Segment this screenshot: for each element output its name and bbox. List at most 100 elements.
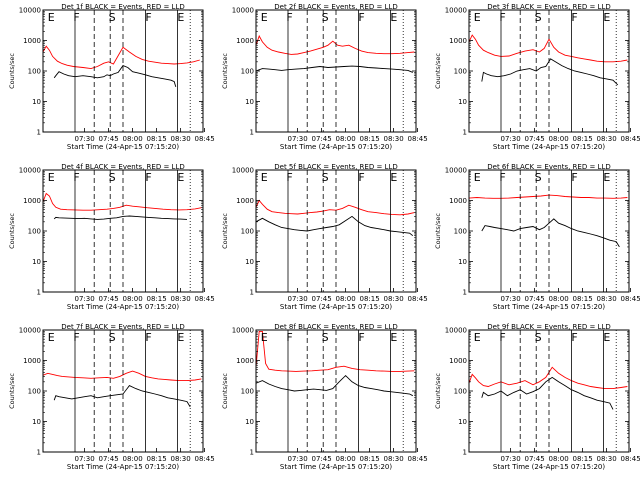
y-tick-label: 100: [454, 388, 467, 396]
lld-rate-line: [43, 45, 200, 70]
phase-marker: E: [474, 331, 481, 344]
y-tick-label: 1: [250, 449, 254, 457]
y-axis-label: Counts/sec: [221, 213, 229, 249]
phase-marker: E: [177, 331, 184, 344]
x-tick-label: 07:45: [525, 455, 545, 463]
phase-marker: E: [177, 11, 184, 24]
phase-marker: F: [286, 171, 292, 184]
y-tick-label: 10000: [445, 327, 467, 335]
y-tick-label: 10: [32, 418, 41, 426]
x-tick-label: 08:30: [597, 135, 617, 143]
phase-marker: E: [603, 171, 610, 184]
x-tick-label: 07:45: [312, 295, 332, 303]
x-tick-label: 08:45: [408, 455, 428, 463]
x-tick-label: 07:45: [312, 135, 332, 143]
phase-marker: E: [261, 331, 268, 344]
y-tick-label: 10000: [232, 327, 254, 335]
y-tick-label: 1000: [23, 37, 41, 45]
phase-marker: F: [358, 11, 364, 24]
y-tick-label: 1000: [449, 357, 467, 365]
x-tick-label: 08:30: [384, 455, 404, 463]
event-rate-line: [481, 376, 614, 410]
x-axis-label: Start Time (24-Apr-15 07:15:20): [67, 303, 179, 311]
y-axis-label: Counts/sec: [434, 53, 442, 89]
y-tick-label: 10: [32, 258, 41, 266]
phase-marker: F: [73, 11, 79, 24]
x-tick-label: 07:45: [99, 135, 119, 143]
x-tick-label: 07:45: [525, 135, 545, 143]
y-axis-label: Counts/sec: [434, 373, 442, 409]
phase-marker: F: [358, 331, 364, 344]
phase-marker: S: [322, 171, 329, 184]
chart-title: Det 6f BLACK = Events, RED = LLD: [487, 163, 610, 171]
chart-title: Det 7f BLACK = Events, RED = LLD: [61, 323, 184, 331]
x-tick-label: 07:30: [288, 135, 308, 143]
x-tick-label: 08:30: [597, 455, 617, 463]
y-tick-label: 1000: [236, 197, 254, 205]
x-tick-label: 08:15: [573, 455, 593, 463]
y-tick-label: 100: [28, 68, 41, 76]
phase-marker: F: [499, 171, 505, 184]
x-tick-label: 07:30: [75, 135, 95, 143]
phase-marker: F: [571, 331, 577, 344]
phase-marker: E: [603, 331, 610, 344]
phase-marker: F: [499, 11, 505, 24]
x-tick-label: 08:15: [147, 135, 167, 143]
y-tick-label: 10: [458, 418, 467, 426]
x-tick-label: 07:45: [312, 455, 332, 463]
phase-marker: E: [261, 171, 268, 184]
x-tick-label: 08:00: [336, 135, 356, 143]
x-tick-label: 08:00: [549, 295, 569, 303]
phase-marker: E: [390, 331, 397, 344]
y-tick-label: 10000: [19, 167, 41, 175]
phase-marker: F: [145, 171, 151, 184]
y-tick-label: 1000: [449, 37, 467, 45]
y-axis-label: Counts/sec: [8, 213, 16, 249]
x-axis-label: Start Time (24-Apr-15 07:15:20): [493, 143, 605, 151]
x-tick-label: 08:00: [123, 135, 143, 143]
phase-marker: F: [286, 11, 292, 24]
phase-marker: E: [390, 171, 397, 184]
phase-marker: F: [571, 11, 577, 24]
y-tick-label: 10000: [232, 7, 254, 15]
y-tick-label: 10000: [232, 167, 254, 175]
lld-rate-line: [469, 34, 628, 63]
x-tick-label: 07:30: [75, 295, 95, 303]
y-axis-label: Counts/sec: [8, 53, 16, 89]
x-tick-label: 07:45: [99, 295, 119, 303]
phase-marker: F: [499, 331, 505, 344]
x-tick-label: 08:15: [147, 295, 167, 303]
y-tick-label: 10000: [19, 7, 41, 15]
y-tick-label: 10: [32, 98, 41, 106]
x-tick-label: 08:45: [195, 295, 215, 303]
phase-marker: F: [358, 171, 364, 184]
y-tick-label: 1000: [236, 357, 254, 365]
x-tick-label: 08:30: [171, 455, 191, 463]
lld-rate-line: [43, 370, 202, 382]
y-tick-label: 10: [245, 258, 254, 266]
phase-marker: S: [109, 11, 116, 24]
y-tick-label: 100: [454, 228, 467, 236]
phase-marker: E: [474, 11, 481, 24]
chart-title: Det 2f BLACK = Events, RED = LLD: [274, 3, 397, 11]
phase-marker: S: [322, 331, 329, 344]
y-tick-label: 1: [250, 129, 254, 137]
y-axis-label: Counts/sec: [8, 373, 16, 409]
phase-marker: E: [177, 171, 184, 184]
phase-marker: E: [390, 11, 397, 24]
phase-marker: F: [145, 11, 151, 24]
lld-rate-line: [43, 192, 202, 211]
phase-marker: S: [535, 331, 542, 344]
y-tick-label: 10000: [19, 327, 41, 335]
y-axis-label: Counts/sec: [434, 213, 442, 249]
phase-marker: S: [535, 171, 542, 184]
chart-title: Det 5f BLACK = Events, RED = LLD: [274, 163, 397, 171]
y-axis-label: Counts/sec: [221, 373, 229, 409]
x-tick-label: 08:45: [408, 135, 428, 143]
event-rate-line: [53, 215, 188, 220]
phase-marker: E: [48, 331, 55, 344]
